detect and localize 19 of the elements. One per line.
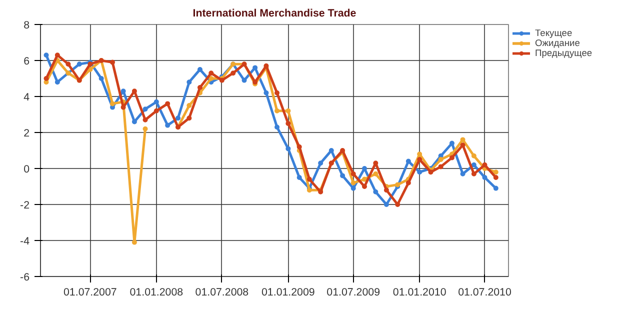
x-tick-label: 01.01.2008: [130, 286, 184, 298]
x-tick-label: 01.07.2007: [64, 286, 117, 298]
y-tick-label: 0: [24, 164, 30, 176]
x-tick-label: 01.07.2008: [195, 286, 249, 298]
x-tick-label: 01.01.2009: [262, 286, 315, 298]
y-tick-label: -2: [20, 200, 30, 212]
legend-label: Предыдущее: [535, 48, 594, 58]
x-tick-label: 01.07.2010: [458, 286, 512, 298]
legend-label: Ожидание: [535, 38, 581, 48]
x-tick-label: 01.07.2009: [326, 286, 380, 298]
x-tick-label: 01.01.2010: [392, 286, 446, 298]
chart-title: International Merchandise Trade: [192, 8, 356, 20]
y-tick-label: -6: [20, 272, 30, 284]
y-tick-label: 6: [24, 56, 30, 68]
y-tick-label: 8: [24, 20, 30, 32]
y-tick-label: -4: [20, 236, 30, 248]
y-tick-label: 4: [24, 92, 30, 104]
legend-label: Текущее: [535, 28, 574, 38]
y-tick-label: 2: [24, 128, 30, 140]
